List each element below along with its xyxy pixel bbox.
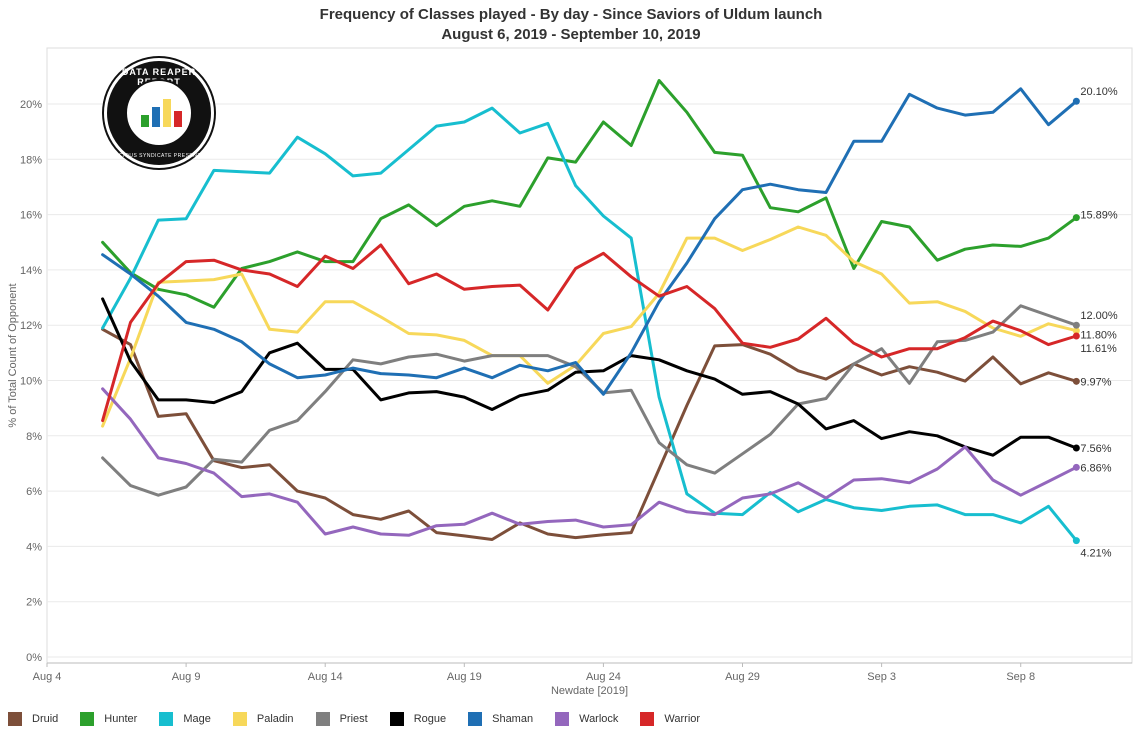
y-tick-label: 0% (26, 652, 42, 664)
y-tick-label: 20% (20, 99, 42, 111)
data-reaper-report-logo: DATA REAPER REPORT VICIOUS SYNDICATE PRE… (104, 58, 214, 168)
y-tick-label: 4% (26, 541, 42, 553)
x-tick-label: Aug 9 (172, 671, 201, 683)
legend-label-hunter: Hunter (104, 713, 138, 725)
legend-item-paladin[interactable]: Paladin (232, 712, 294, 726)
legend-label-warlock: Warlock (579, 713, 619, 725)
y-tick-label: 12% (20, 320, 42, 332)
series-line-shaman (101, 87, 1078, 396)
x-axis-title: Newdate [2019] (551, 685, 628, 697)
end-label-layer: 9.97% 15.89% 4.21% 11.80% 12.00% 7.56% 20.10% 6… (1080, 86, 1118, 559)
legend-item-druid[interactable]: Druid (8, 712, 58, 726)
series-end-point-druid (1072, 377, 1080, 385)
legend-swatch-warrior (640, 712, 655, 726)
y-tick-label: 16% (20, 210, 42, 222)
legend-swatch-warlock (555, 712, 570, 726)
y-tick-label: 10% (20, 376, 42, 388)
series-end-label-shaman: 20.10% (1080, 86, 1118, 98)
legend-swatch-shaman (468, 712, 483, 726)
y-tick-label: 8% (26, 431, 42, 443)
series-end-point-mage (1072, 537, 1080, 545)
legend-label-mage: Mage (183, 713, 211, 725)
legend-swatch-paladin (232, 712, 247, 726)
legend-label-warrior: Warrior (664, 713, 701, 725)
x-tick-label: Sep 3 (867, 671, 896, 683)
series-line-paladin (101, 225, 1078, 428)
axis-layer: 0% 2% 4% 6% 8% 10% 12% 14% 16% 18% 20% Aug 4 Aug 9 Au… (7, 99, 1132, 697)
legend-label-druid: Druid (32, 713, 59, 725)
series-layer (101, 79, 1080, 545)
legend-swatch-priest (315, 712, 330, 726)
series-end-label-priest: 12.00% (1080, 310, 1118, 322)
logo-subtext: VICIOUS SYNDICATE PRESENTS (113, 153, 205, 159)
legend-item-rogue[interactable]: Rogue (389, 712, 447, 726)
series-line-mage (101, 106, 1078, 543)
series-end-label-hunter: 15.89% (1080, 210, 1118, 222)
x-tick-label: Aug 4 (33, 671, 62, 683)
legend-swatch-druid (8, 712, 22, 726)
x-tick-label: Aug 29 (725, 671, 760, 683)
series-end-label-warlock: 6.86% (1080, 462, 1111, 474)
series-line-warlock (101, 387, 1078, 537)
legend-swatch-hunter (80, 712, 95, 726)
legend-item-warlock[interactable]: Warlock (555, 712, 618, 726)
chart-title: Frequency of Classes played - By day - S… (319, 6, 823, 23)
chart-subtitle: August 6, 2019 - September 10, 2019 (441, 26, 701, 43)
legend-label-priest: Priest (339, 713, 368, 725)
chart-plot: 0% 2% 4% 6% 8% 10% 12% 14% 16% 18% 20% Aug 4 Aug 9 Au… (7, 47, 1133, 697)
legend-item-mage[interactable]: Mage (159, 712, 211, 726)
legend-label-shaman: Shaman (492, 713, 534, 725)
series-end-point-paladin (1072, 327, 1080, 335)
series-end-point-warrior (1072, 332, 1080, 340)
y-axis-title: % of Total Count of Opponent (7, 283, 19, 427)
legend-label-rogue: Rogue (413, 713, 447, 725)
legend: Druid Hunter Mage Paladin Priest Rogue Shaman W… (8, 710, 722, 728)
series-end-label-paladin: 11.80% (1080, 330, 1117, 342)
series-line-warrior (101, 243, 1078, 423)
series-end-label-warrior: 11.61% (1080, 343, 1117, 355)
series-end-point-priest (1072, 321, 1080, 329)
legend-label-paladin: Paladin (256, 713, 294, 725)
legend-item-priest[interactable]: Priest (315, 712, 368, 726)
x-tick-label: Aug 24 (586, 671, 621, 683)
logo-emblem (125, 79, 193, 147)
series-end-point-hunter (1072, 214, 1080, 222)
y-tick-label: 2% (26, 597, 42, 609)
legend-item-hunter[interactable]: Hunter (80, 712, 137, 726)
series-end-point-warlock (1072, 463, 1080, 471)
y-tick-label: 14% (20, 265, 42, 277)
legend-item-shaman[interactable]: Shaman (468, 712, 533, 726)
series-end-point-shaman (1072, 97, 1080, 105)
y-tick-label: 6% (26, 486, 42, 498)
series-end-point-rogue (1072, 444, 1080, 452)
legend-swatch-rogue (389, 712, 404, 726)
series-end-label-mage: 4.21% (1080, 548, 1111, 560)
x-tick-label: Aug 19 (447, 671, 482, 683)
series-end-label-druid: 9.97% (1080, 376, 1111, 388)
legend-item-warrior[interactable]: Warrior (640, 712, 700, 726)
y-tick-label: 18% (20, 154, 42, 166)
legend-swatch-mage (159, 712, 174, 726)
series-line-hunter (101, 79, 1078, 309)
series-line-druid (101, 327, 1078, 541)
x-tick-label: Sep 8 (1006, 671, 1035, 683)
series-end-label-rogue: 7.56% (1080, 443, 1111, 455)
x-tick-label: Aug 14 (308, 671, 343, 683)
